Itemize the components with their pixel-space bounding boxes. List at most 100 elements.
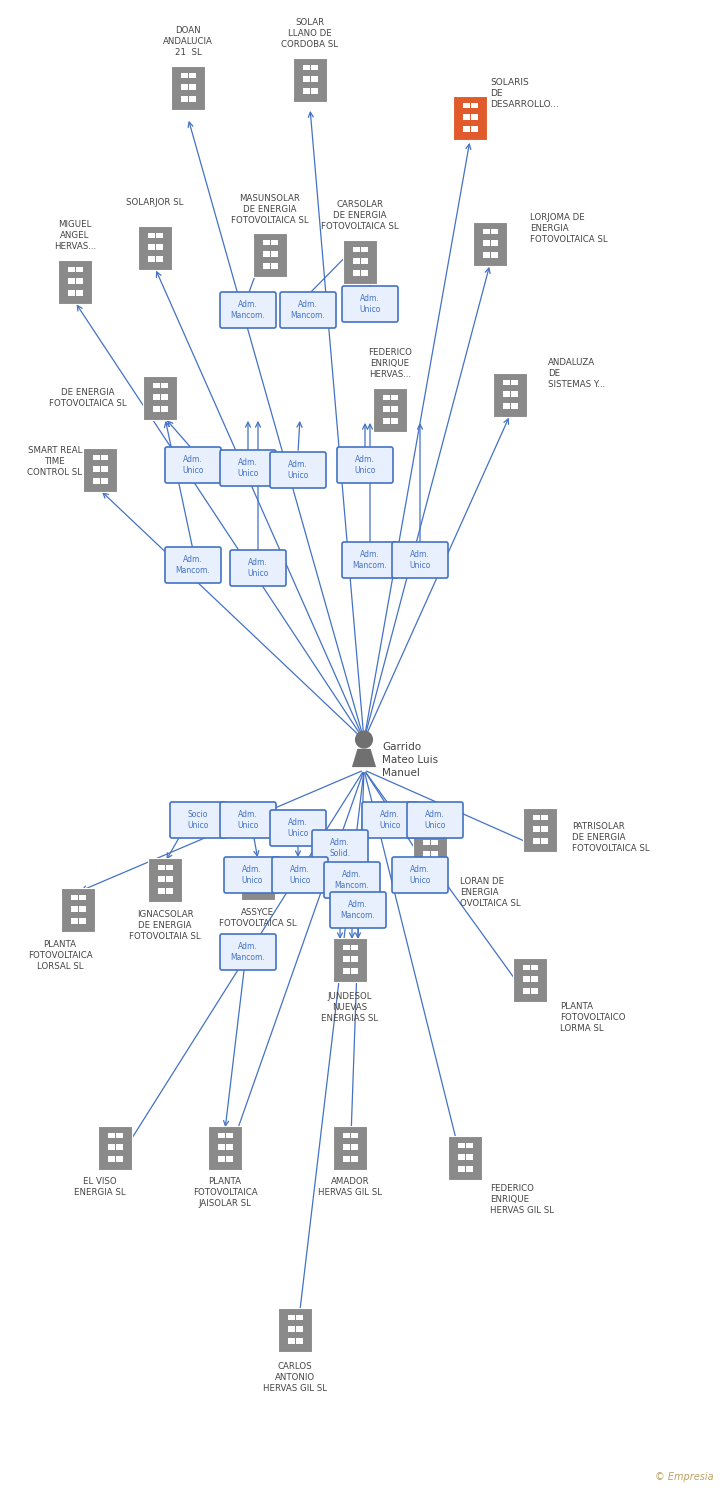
Bar (271, 262, 278, 268)
FancyBboxPatch shape (392, 542, 448, 578)
Text: Adm.
Unico: Adm. Unico (248, 558, 269, 578)
Bar (153, 406, 160, 411)
Bar (351, 957, 358, 962)
Bar (258, 862, 266, 868)
Bar (296, 1326, 303, 1332)
Bar (541, 827, 548, 833)
Bar (311, 88, 318, 93)
Bar (166, 864, 173, 870)
Bar (532, 815, 540, 821)
Bar (471, 102, 478, 108)
Text: Adm.
Unico: Adm. Unico (288, 460, 309, 480)
FancyBboxPatch shape (165, 548, 221, 584)
FancyBboxPatch shape (230, 550, 286, 586)
Bar (431, 840, 438, 846)
Bar (532, 827, 540, 833)
Text: SOLARIS
DE
DESARROLLO...: SOLARIS DE DESARROLLO... (490, 78, 559, 110)
Polygon shape (352, 748, 376, 766)
Bar (108, 1132, 115, 1138)
Bar (166, 888, 173, 894)
Bar (258, 886, 266, 891)
Bar (342, 1132, 350, 1138)
Text: FEDERICO
ENRIQUE
HERVAS...: FEDERICO ENRIQUE HERVAS... (368, 348, 412, 380)
Text: Socio
Unico: Socio Unico (187, 810, 209, 830)
Text: DE ENERGIA
FOTOVOLTAICA SL: DE ENERGIA FOTOVOLTAICA SL (50, 388, 127, 408)
Bar (431, 862, 438, 868)
Text: SOLAR
LLANO DE
CORDOBA SL: SOLAR LLANO DE CORDOBA SL (282, 18, 339, 50)
Bar (531, 988, 538, 993)
Bar (303, 76, 310, 82)
Bar (422, 840, 430, 846)
Bar (157, 864, 165, 870)
Text: Adm.
Unico: Adm. Unico (424, 810, 446, 830)
Bar (71, 906, 78, 912)
Text: ANDALUZA
DE
SISTEMAS Y...: ANDALUZA DE SISTEMAS Y... (548, 358, 605, 388)
Text: IGNACSOLAR
DE ENERGIA
FOTOVOLTAIA SL: IGNACSOLAR DE ENERGIA FOTOVOLTAIA SL (129, 910, 201, 940)
Bar (493, 374, 527, 417)
FancyBboxPatch shape (330, 892, 386, 928)
Text: DOAN
ANDALUCIA
21  SL: DOAN ANDALUCIA 21 SL (163, 26, 213, 57)
Bar (68, 267, 75, 273)
Bar (342, 945, 350, 951)
Bar (76, 267, 83, 273)
Bar (466, 1155, 473, 1160)
Text: Adm.
Unico: Adm. Unico (355, 454, 376, 476)
FancyBboxPatch shape (220, 292, 276, 328)
Bar (181, 84, 188, 90)
Bar (448, 1136, 482, 1180)
FancyBboxPatch shape (220, 450, 276, 486)
Bar (342, 1144, 350, 1150)
Bar (116, 1156, 123, 1161)
Bar (422, 862, 430, 868)
Bar (156, 244, 163, 250)
Text: MASUNSOLAR
DE ENERGIA
FOTOVOLTAICA SL: MASUNSOLAR DE ENERGIA FOTOVOLTAICA SL (232, 194, 309, 225)
Bar (108, 1156, 115, 1161)
Bar (218, 1156, 225, 1161)
FancyBboxPatch shape (224, 856, 280, 892)
Text: FEDERICO
ENRIQUE
HERVAS GIL SL: FEDERICO ENRIQUE HERVAS GIL SL (490, 1184, 554, 1215)
Bar (462, 126, 470, 132)
Bar (148, 256, 155, 261)
Bar (100, 478, 108, 483)
Bar (181, 72, 188, 78)
Bar (457, 1143, 465, 1149)
Bar (473, 222, 507, 266)
FancyBboxPatch shape (165, 447, 221, 483)
FancyBboxPatch shape (220, 802, 276, 838)
Bar (523, 988, 530, 993)
FancyBboxPatch shape (170, 802, 226, 838)
Bar (502, 392, 510, 398)
Bar (241, 856, 275, 900)
Bar (342, 1156, 350, 1161)
Bar (226, 1132, 233, 1138)
Text: Adm.
Unico: Adm. Unico (288, 818, 309, 839)
Text: JUNDESOL
NUEVAS
ENERGIAS SL: JUNDESOL NUEVAS ENERGIAS SL (322, 992, 379, 1023)
Bar (311, 64, 318, 70)
Bar (161, 382, 168, 388)
Bar (108, 1144, 115, 1150)
FancyBboxPatch shape (220, 934, 276, 970)
Text: MIGUEL
ANGEL
HERVAS...: MIGUEL ANGEL HERVAS... (54, 220, 96, 251)
Text: ASSYCE
FOTOVOLTAICA SL: ASSYCE FOTOVOLTAICA SL (219, 908, 297, 928)
FancyBboxPatch shape (342, 542, 398, 578)
Text: Adm.
Mancom.: Adm. Mancom. (175, 555, 210, 574)
Bar (161, 406, 168, 411)
Bar (360, 246, 368, 252)
Bar (79, 918, 86, 924)
Text: Adm.
Mancom.: Adm. Mancom. (290, 300, 325, 320)
Bar (342, 957, 350, 962)
FancyBboxPatch shape (272, 856, 328, 892)
Bar (68, 279, 75, 284)
Text: Adm.
Unico: Adm. Unico (237, 458, 258, 478)
Bar (351, 945, 358, 951)
Bar (153, 394, 160, 400)
Bar (189, 96, 196, 102)
Bar (293, 58, 327, 102)
Bar (250, 874, 258, 880)
Text: EL VISO
ENERGIA SL: EL VISO ENERGIA SL (74, 1178, 126, 1197)
Bar (288, 1338, 295, 1344)
Circle shape (356, 730, 372, 748)
Bar (258, 874, 266, 880)
Bar (360, 258, 368, 264)
Text: PLANTA
FOTOVOLTAICA
LORSAL SL: PLANTA FOTOVOLTAICA LORSAL SL (28, 940, 92, 970)
